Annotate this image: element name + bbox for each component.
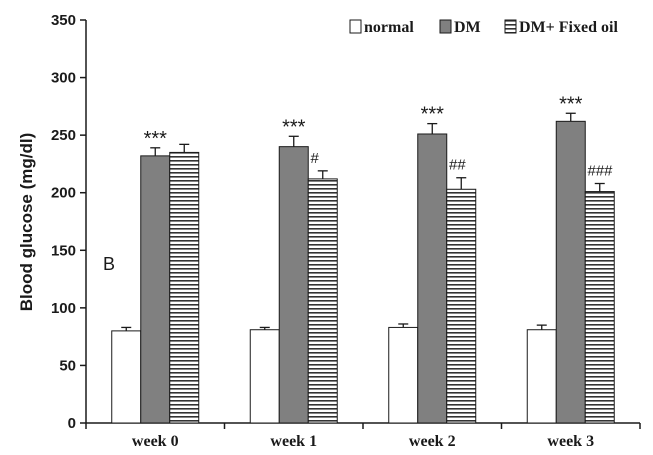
legend: normal DM DM+ Fixed oil [349, 19, 618, 36]
bar [417, 133, 448, 424]
significance-label: # [310, 150, 319, 167]
bar [249, 329, 280, 424]
legend-entry: DM+ Fixed oil [519, 19, 618, 36]
y-tick-label: 0 [68, 415, 76, 432]
significance-label: *** [421, 104, 445, 126]
bar [388, 326, 419, 424]
significance-label: ### [587, 163, 613, 180]
axes: 0 50 100 150 200 250 300 350 week 0 week 1 week 2 w… [51, 12, 641, 450]
y-tick-label: 50 [59, 357, 76, 374]
bar [140, 155, 171, 424]
y-tick-label: 350 [51, 12, 76, 29]
x-tick-label: week 3 [547, 433, 594, 450]
significance-label: *** [144, 128, 168, 150]
legend-entry: DM [454, 19, 481, 36]
bars: ******#***##***### [111, 93, 615, 424]
legend-entry: normal [364, 19, 414, 36]
bar [555, 120, 586, 424]
y-tick-label: 250 [51, 127, 76, 144]
significance-label: ## [449, 157, 466, 174]
x-tick-label: week 0 [132, 433, 179, 450]
significance-label: *** [282, 116, 306, 138]
bar [446, 188, 477, 424]
x-tick-label: week 1 [270, 433, 317, 450]
bar [307, 178, 338, 424]
bar [584, 191, 615, 424]
significance-label: *** [559, 93, 583, 115]
bar [526, 329, 557, 424]
y-tick-label: 300 [51, 70, 76, 87]
y-axis-label: Blood glucose (mg/dl) [17, 133, 36, 312]
y-tick-label: 150 [51, 242, 76, 259]
bar [111, 330, 142, 424]
bar [169, 151, 200, 424]
panel-label: B [103, 254, 115, 274]
x-tick-label: week 2 [409, 433, 456, 450]
legend-swatch [349, 19, 362, 34]
legend-swatch [439, 19, 452, 34]
y-tick-label: 200 [51, 185, 76, 202]
y-tick-label: 100 [51, 300, 76, 317]
legend-swatch [504, 19, 517, 34]
bar [278, 146, 309, 424]
